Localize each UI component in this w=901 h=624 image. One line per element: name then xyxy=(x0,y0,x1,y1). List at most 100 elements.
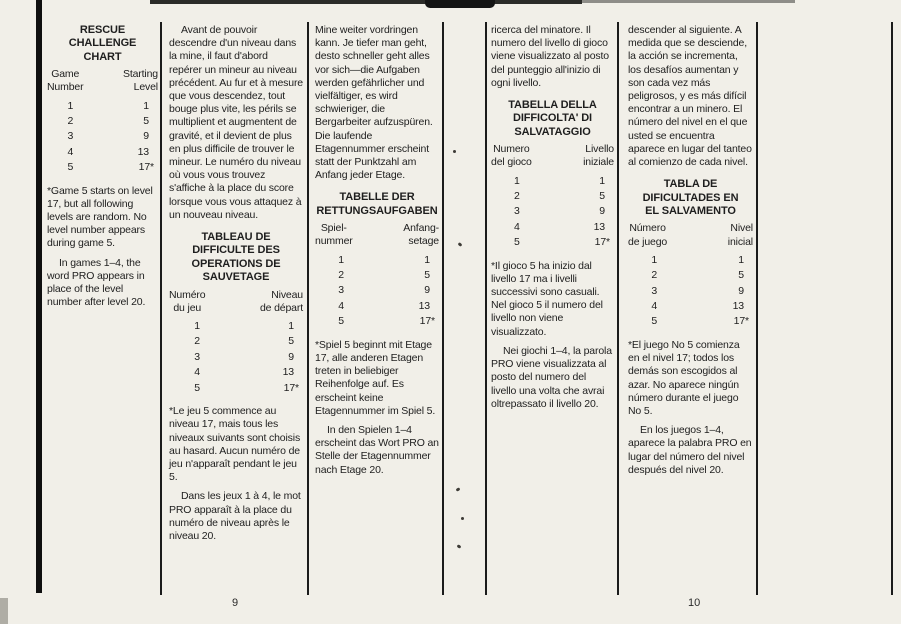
footnote: *Spiel 5 beginnt mit Etage 17, alle ande… xyxy=(315,338,436,417)
table-header-line: Level xyxy=(133,81,159,94)
starting-level-cell: 5 xyxy=(599,190,605,203)
table-header-right: Starting Level xyxy=(123,68,158,94)
starting-level-cell: 17* xyxy=(733,315,749,328)
difficulty-table: Spiel-nummer Anfang-setage 1 1 2 5 3 9 4 13 5 17* xyxy=(315,222,439,329)
table-header-line: Numéro xyxy=(169,288,206,301)
table-header-line: iniziale xyxy=(583,156,614,169)
table-header-row: Game Number Starting Level xyxy=(47,68,158,94)
starting-level-cell: 17* xyxy=(283,381,299,394)
game-number-cell: 4 xyxy=(67,145,74,158)
page-number: 10 xyxy=(688,597,701,609)
section-title: TABELLA DELLA DIFFICOLTA' DI SALVATAGGIO xyxy=(508,99,597,138)
starting-level-cell: 9 xyxy=(599,205,605,218)
table-header-line: del gioco xyxy=(491,156,532,169)
difficulty-table: Número de juego Nivel inicial 1 1 2 5 3 9 4 13 5 17* xyxy=(628,222,753,329)
right-page-right-edge xyxy=(891,22,893,595)
paragraph: Avant de pouvoir descendre d'un niveau d… xyxy=(169,24,303,221)
table-header-row: Numero del gioco Livello iniziale xyxy=(491,143,614,169)
game-number-cell: 1 xyxy=(513,174,520,187)
table-header-right: Nivel inicial xyxy=(728,222,753,248)
table-header-left: Game Number xyxy=(47,68,84,94)
game-number-cell: 2 xyxy=(194,335,200,348)
starting-level-cell: 13 xyxy=(593,220,606,233)
table-header-left: Spiel-nummer xyxy=(315,222,353,248)
column-italian: ricerca del minatore. Il numero del live… xyxy=(491,24,614,411)
column-spanish: descender al siguiente. A medida que se … xyxy=(628,24,753,477)
game-number-cell: 4 xyxy=(194,366,200,379)
starting-level-cell: 1 xyxy=(143,99,149,112)
binding-speck xyxy=(461,517,464,520)
page-number: 9 xyxy=(232,597,239,609)
difficulty-table: Numéro du jeu Niveau de départ 1 1 2 5 3 9 4 13 5 17* xyxy=(169,289,303,396)
footnote: *Le jeu 5 commence au niveau 17, mais to… xyxy=(169,405,301,484)
table-header-left: Número de juego xyxy=(628,222,667,248)
table-header-right: Anfang-setage xyxy=(403,222,439,248)
table-row: 4 13 xyxy=(628,299,753,314)
paragraph: En los juegos 1–4, aparece la palabra PR… xyxy=(628,424,752,476)
paragraph: descender al siguiente. A medida que se … xyxy=(628,24,752,169)
table-row: 5 17* xyxy=(315,314,439,329)
footnote: *El juego No 5 comienza en el nivel 17; … xyxy=(628,338,740,417)
table-header-line: Spiel- xyxy=(320,222,347,235)
game-number-cell: 4 xyxy=(338,299,344,312)
column-german: Mine weiter vordringen kann. Je tiefer m… xyxy=(315,24,439,477)
table-row: 5 17* xyxy=(628,314,753,329)
game-number-cell: 4 xyxy=(513,220,520,233)
table-row: 5 17* xyxy=(47,160,158,175)
game-number-cell: 5 xyxy=(67,161,74,174)
column-french: Avant de pouvoir descendre d'un niveau d… xyxy=(169,24,303,543)
table-row: 5 17* xyxy=(169,381,303,396)
game-number-cell: 3 xyxy=(651,284,658,297)
game-number-cell: 2 xyxy=(513,190,520,203)
starting-level-cell: 5 xyxy=(424,269,430,282)
starting-level-cell: 17* xyxy=(419,315,435,328)
left-page-right-edge xyxy=(442,22,444,595)
table-header-line: de départ xyxy=(259,301,303,314)
starting-level-cell: 1 xyxy=(424,253,430,266)
page-edge-bar xyxy=(36,0,42,593)
game-number-cell: 5 xyxy=(194,381,200,394)
column-divider xyxy=(756,22,758,595)
starting-level-cell: 9 xyxy=(288,350,294,363)
table-row: 4 13 xyxy=(169,365,303,380)
binding-speck xyxy=(453,150,456,153)
game-number-cell: 1 xyxy=(651,253,658,266)
game-number-cell: 1 xyxy=(194,320,200,333)
table-header-line: Anfang- xyxy=(403,222,439,235)
paragraph: In games 1–4, the word PRO appears in pl… xyxy=(47,256,146,309)
table-header-line: Game xyxy=(51,68,80,81)
difficulty-table: Game Number Starting Level 1 1 2 5 3 9 4 13 5 17* xyxy=(47,68,158,175)
section-title: TABELLE DER RETTUNGSAUFGABEN xyxy=(316,191,438,217)
scan-artifact-top-blob xyxy=(425,0,495,8)
table-row: 5 17* xyxy=(491,235,614,250)
scan-artifact-top-faint xyxy=(580,0,795,3)
table-header-line: de juego xyxy=(628,235,668,248)
binding-speck xyxy=(456,544,462,549)
paragraph: Mine weiter vordringen kann. Je tiefer m… xyxy=(315,24,433,182)
table-header-line: inicial xyxy=(727,235,753,248)
scan-smudge-bottom-left xyxy=(0,598,8,624)
table-header-line: Numero xyxy=(493,143,530,156)
table-header-row: Numéro du jeu Niveau de départ xyxy=(169,289,303,315)
table-header-line: setage xyxy=(408,235,439,248)
footnote: *Il gioco 5 ha inizio dal livello 17 ma … xyxy=(491,259,603,338)
game-number-cell: 3 xyxy=(513,205,520,218)
table-row: 4 13 xyxy=(47,145,158,160)
table-header-line: du jeu xyxy=(173,301,202,314)
table-header-line: nummer xyxy=(315,235,353,248)
game-number-cell: 5 xyxy=(651,315,658,328)
table-header-left: Numéro du jeu xyxy=(169,288,206,315)
column-divider xyxy=(617,22,619,595)
right-page-left-edge xyxy=(485,22,487,595)
game-number-cell: 3 xyxy=(338,284,344,297)
